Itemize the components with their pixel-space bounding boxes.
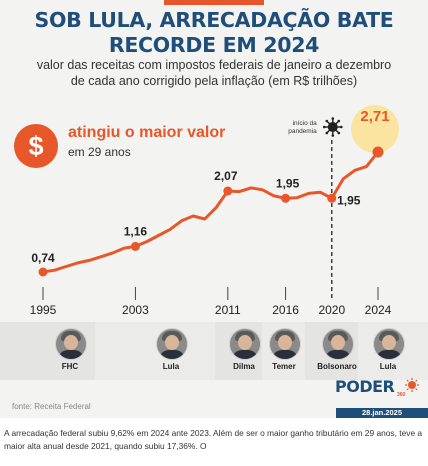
poder360-logo: PODER <box>335 377 395 396</box>
chart-title-line2: RECORDE EM 2024 <box>108 33 320 57</box>
chart-title-line1: SOB LULA, ARRECADAÇÃO BATE <box>34 8 394 32</box>
president-photo <box>229 328 261 360</box>
data-point-2003 <box>130 241 140 251</box>
president-photo <box>156 328 188 360</box>
data-point-2011 <box>223 186 233 196</box>
chart-card: SOB LULA, ARRECADAÇÃO BATE RECORDE EM 20… <box>0 0 428 418</box>
president-photo <box>322 328 354 360</box>
dollar-icon: $ <box>14 124 58 168</box>
chart-subtitle-line2: de cada ano corrigido pela inflação (em … <box>70 74 358 88</box>
data-label-2024: 2,71 <box>360 108 389 125</box>
x-tick-label-2003: 2003 <box>122 303 149 317</box>
source-note: fonte: Receita Federal <box>12 402 91 411</box>
data-point-2020 <box>327 193 337 203</box>
data-point-1995 <box>38 267 48 277</box>
virus-icon-tip <box>325 131 329 135</box>
president-photo <box>373 328 405 360</box>
data-label-2003: 1,16 <box>124 224 148 238</box>
virus-icon-tip <box>337 131 341 135</box>
data-label-2016: 1,95 <box>276 176 300 190</box>
president-term-band <box>95 322 215 380</box>
data-point-2016 <box>281 193 291 203</box>
date-badge: 28.jan.2025 <box>336 408 428 418</box>
sun-logo-icon <box>405 378 419 392</box>
data-label-2020: 1,95 <box>337 193 361 207</box>
x-tick-label-2011: 2011 <box>215 303 241 317</box>
president-photo <box>55 328 87 360</box>
virus-icon-tip <box>325 119 329 123</box>
president-name: Temer <box>272 362 296 371</box>
president-name: Dilma <box>233 362 255 371</box>
accent-bar <box>164 0 264 5</box>
chart-subtitle-line1: valor das receitas com impostos federais… <box>36 58 392 72</box>
data-point-2024 <box>372 146 384 158</box>
x-tick-label-2024: 2024 <box>365 303 392 317</box>
president-row: FHC Lula Dilma Temer Bolsonaro Lula <box>0 322 428 380</box>
max-value-halo <box>351 105 399 153</box>
x-tick-label-2020: 2020 <box>318 303 345 317</box>
series-line <box>41 150 380 274</box>
president-photo <box>269 328 301 360</box>
virus-icon-tip <box>322 125 326 129</box>
logo-360-text: 360 <box>397 392 406 398</box>
x-tick-label-2016: 2016 <box>272 303 299 317</box>
pandemic-label-line2: pandemia <box>288 128 317 135</box>
pandemic-label-line1: início da <box>293 120 318 127</box>
virus-icon-tip <box>339 125 343 129</box>
highlight-subtext: em 29 anos <box>68 145 131 159</box>
data-label-1995: 0,74 <box>31 251 55 265</box>
virus-icon-tip <box>331 134 335 137</box>
article-paragraph: A arrecadação federal subiu 9,62% em 202… <box>4 428 423 451</box>
president-name: FHC <box>61 362 79 371</box>
president-name: Lula <box>379 362 397 371</box>
virus-icon-tip <box>337 119 341 123</box>
virus-icon-tip <box>331 117 335 120</box>
president-name: Lula <box>162 362 180 371</box>
highlight-text: atingiu o maior valor <box>68 124 226 141</box>
x-tick-label-1995: 1995 <box>30 303 57 317</box>
virus-icon <box>327 122 338 132</box>
data-label-2011: 2,07 <box>214 169 238 183</box>
president-name: Bolsonaro <box>317 362 357 371</box>
